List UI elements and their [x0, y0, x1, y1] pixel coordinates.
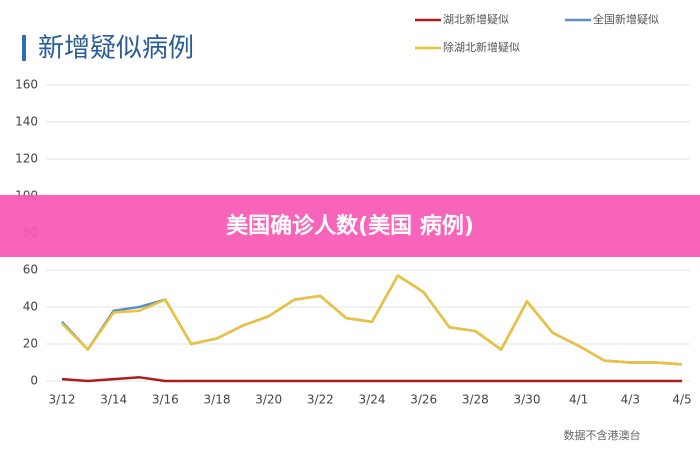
y-tick-label: 140	[15, 115, 38, 129]
x-tick-label: 3/16	[152, 393, 179, 407]
title-bar	[22, 35, 26, 61]
x-tick-label: 3/26	[410, 393, 437, 407]
x-tick-label: 3/14	[100, 393, 127, 407]
y-tick-label: 40	[23, 300, 38, 314]
x-tick-label: 3/24	[359, 393, 386, 407]
banner-bg	[0, 195, 700, 257]
chart-title: 新增疑似病例	[38, 34, 194, 64]
y-tick-label: 20	[23, 337, 38, 351]
y-tick-label: 60	[23, 263, 38, 277]
y-tick-label: 160	[15, 78, 38, 92]
source-note: 数据不含港澳台	[564, 428, 641, 442]
legend-label: 湖北新增疑似	[443, 12, 509, 26]
x-tick-label: 3/28	[462, 393, 489, 407]
x-tick-label: 3/22	[307, 393, 334, 407]
legend-label: 全国新增疑似	[593, 12, 659, 26]
x-tick-label: 3/12	[49, 393, 76, 407]
x-tick-label: 3/30	[514, 393, 541, 407]
y-tick-label: 0	[30, 374, 38, 388]
x-tick-label: 3/20	[255, 393, 282, 407]
legend-label: 除湖北新增疑似	[443, 40, 520, 54]
banner: 美国确诊人数(美国 病例)	[226, 213, 474, 239]
x-tick-label: 4/1	[569, 393, 588, 407]
x-tick-label: 4/5	[672, 393, 691, 407]
series-line	[61, 274, 683, 366]
y-tick-label: 120	[15, 152, 38, 166]
series-line	[61, 376, 682, 383]
x-tick-label: 3/18	[204, 393, 231, 407]
x-tick-label: 4/3	[621, 393, 640, 407]
